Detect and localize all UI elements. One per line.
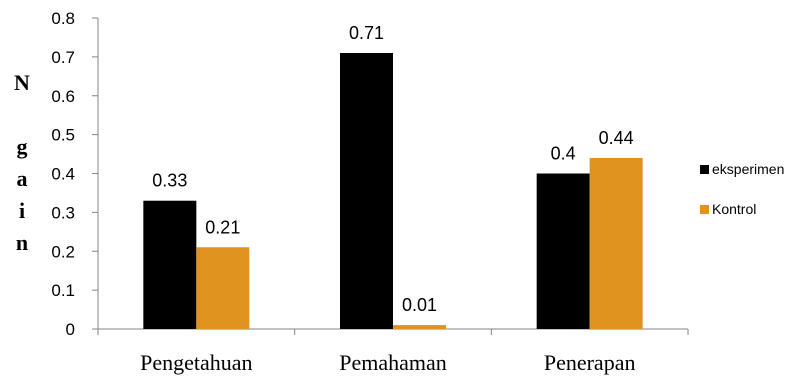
data-label: 0.44 [599, 128, 634, 148]
x-category-label: Penerapan [544, 350, 636, 375]
y-tick-label: 0.4 [51, 165, 75, 184]
legend-label-kontrol: Kontrol [712, 201, 756, 217]
y-tick-label: 0.3 [51, 203, 75, 222]
data-labels: 0.33 0.21 0.71 0.01 0.4 0.44 [152, 23, 633, 315]
legend-label-eksperimen: eksperimen [712, 161, 784, 177]
y-tick-label: 0 [66, 320, 75, 339]
y-tick-label: 0.2 [51, 242, 75, 261]
bar-eksperimen-pengetahuan [143, 200, 197, 329]
y-axis-title-char: a [17, 166, 28, 191]
bar-kontrol-pengetahuan [196, 247, 250, 329]
data-label: 0.21 [205, 217, 240, 237]
legend-swatch-eksperimen [700, 165, 709, 174]
data-label: 0.01 [402, 295, 437, 315]
bars [143, 52, 643, 330]
bar-eksperimen-pemahaman [340, 52, 393, 330]
y-tick-label: 0.1 [51, 281, 75, 300]
y-axis-title-char: i [19, 198, 25, 223]
data-label: 0.4 [551, 144, 576, 164]
y-axis-title-char: g [17, 134, 28, 159]
y-tick-label: 0.7 [51, 48, 75, 67]
y-axis-title-char: N [14, 70, 30, 95]
x-category-label: Pengetahuan [140, 350, 252, 375]
legend-swatch-kontrol [700, 205, 709, 214]
axes: 0 0.1 0.2 0.3 0.4 0.5 0.6 0.7 0.8 Pengetahuan Pema… [51, 9, 689, 375]
y-axis-title-char: n [16, 230, 28, 255]
y-tick-label: 0.8 [51, 9, 75, 28]
y-tick-label: 0.6 [51, 87, 75, 106]
legend: eksperimen Kontrol [700, 161, 784, 217]
y-tick-label: 0.5 [51, 126, 75, 145]
data-label: 0.33 [152, 171, 187, 191]
bar-kontrol-penerapan [589, 157, 643, 329]
bar-kontrol-pemahaman [393, 325, 446, 329]
data-label: 0.71 [349, 23, 384, 43]
x-category-label: Pemahaman [339, 350, 447, 375]
bar-eksperimen-penerapan [536, 173, 590, 329]
